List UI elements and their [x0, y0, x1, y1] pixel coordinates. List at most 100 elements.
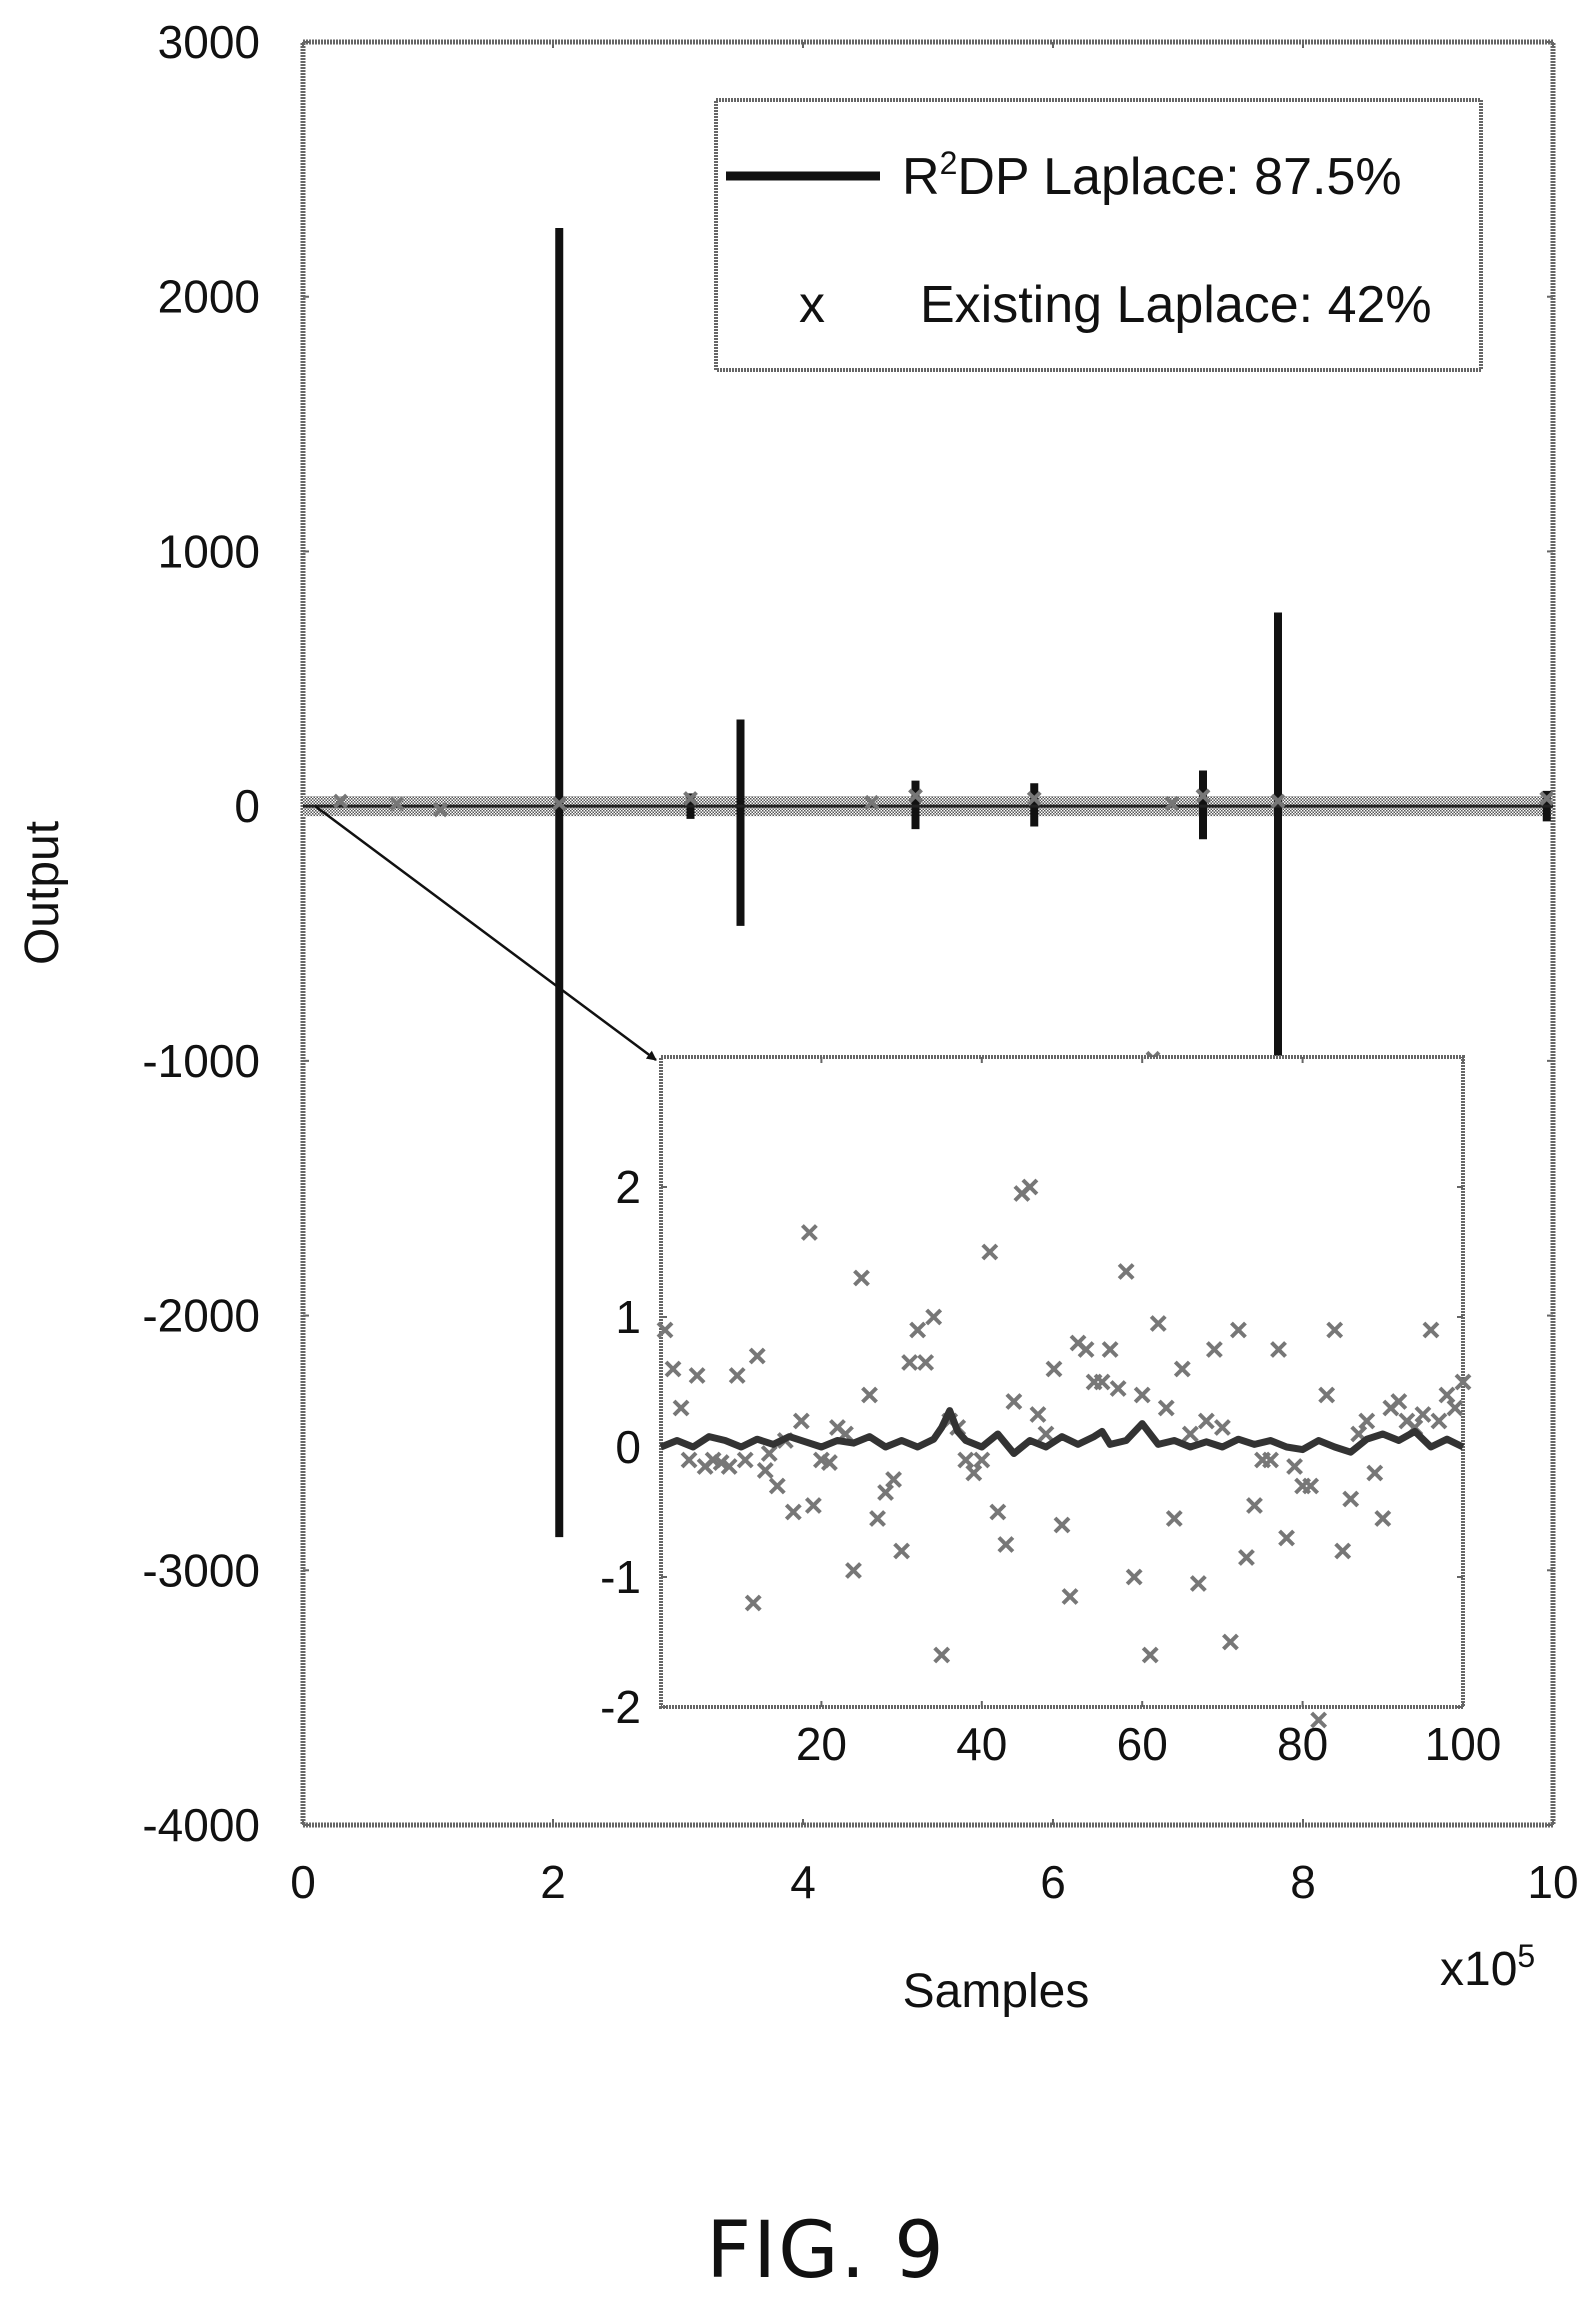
inset-existing-point [973, 1451, 991, 1469]
inset-existing-point [664, 1360, 682, 1378]
existing-point [1270, 793, 1286, 809]
inset-x-axis: 20 40 60 80 100 [796, 1057, 1501, 1770]
inset-existing-point [901, 1354, 919, 1371]
inset-existing-point [792, 1412, 810, 1430]
inset-y-tick-label: -1 [600, 1551, 641, 1603]
inset-x-tick-label: 20 [796, 1718, 847, 1770]
inset-existing-point [1318, 1386, 1336, 1404]
inset-existing-point [1302, 1477, 1320, 1495]
inset-existing-point [1446, 1399, 1464, 1417]
inset-existing-point [877, 1484, 894, 1501]
inset-y-tick-label: 2 [615, 1161, 641, 1213]
inset-existing-point [1021, 1178, 1039, 1196]
inset-existing-point [1029, 1406, 1047, 1423]
inset-existing-point [885, 1471, 902, 1488]
x-tick-label: 4 [790, 1856, 816, 1908]
inset-existing-point [869, 1510, 886, 1527]
inset-existing-point [1189, 1575, 1207, 1592]
legend-box [714, 98, 1483, 372]
x-axis-multiplier-exponent: 5 [1517, 1938, 1535, 1974]
inset-existing-point [981, 1243, 999, 1261]
existing-point [433, 802, 448, 818]
inset-existing-point [917, 1354, 935, 1371]
inset-x-tick-label: 80 [1277, 1718, 1328, 1770]
inset-existing-point [720, 1458, 738, 1475]
legend-entry-r2dp-rest: DP Laplace: 87.5% [957, 148, 1401, 206]
inset-existing-point [1286, 1458, 1303, 1475]
inset-existing-point [1149, 1315, 1167, 1332]
y-tick-label: -2000 [142, 1290, 260, 1342]
legend: R2DP Laplace: 87.5% x Existing Laplace: … [714, 98, 1483, 372]
y-tick-label: 2000 [158, 271, 260, 323]
inset-existing-point [845, 1562, 862, 1579]
x-tick-label: 2 [540, 1856, 566, 1908]
inset-existing-point [1454, 1373, 1472, 1391]
inset-existing-point [1005, 1393, 1023, 1410]
inset-existing-point [1053, 1516, 1071, 1534]
inset-existing-point [1270, 1341, 1287, 1358]
inset-existing-point [957, 1451, 975, 1469]
inset-existing-point [744, 1594, 762, 1612]
inset-existing-point [1262, 1451, 1279, 1469]
x-tick-label: 10 [1527, 1856, 1578, 1908]
inset-existing-point [784, 1503, 802, 1521]
inset-existing-point [800, 1224, 818, 1241]
inset-existing-point [1414, 1406, 1432, 1423]
inset-existing-point [1061, 1588, 1079, 1605]
inset-existing-point [861, 1386, 878, 1404]
inset-existing-point [1334, 1542, 1352, 1560]
inset-existing-point [965, 1464, 983, 1482]
y-tick-label: -3000 [142, 1544, 260, 1596]
inset-existing-point [1077, 1341, 1095, 1358]
inset-plot-background [661, 1057, 1463, 1707]
inset-existing-point [1278, 1529, 1295, 1547]
inset-existing-point [1037, 1425, 1055, 1443]
inset-existing-point [1213, 1419, 1231, 1436]
inset-existing-point [680, 1451, 698, 1469]
x-axis-multiplier: x105 [1440, 1938, 1535, 1996]
inset-existing-point [760, 1445, 778, 1462]
inset-y-tick-label: 1 [615, 1291, 641, 1343]
inset-existing-point [1165, 1510, 1183, 1527]
legend-entry-r2dp-r: R [902, 148, 940, 206]
inset-existing-point [1342, 1490, 1360, 1508]
inset-existing-point [1358, 1412, 1376, 1430]
y-tick-label: 3000 [158, 16, 260, 68]
inset-existing-point [1197, 1412, 1215, 1430]
x-tick-label: 0 [290, 1856, 316, 1908]
x-tick-label: 6 [1040, 1856, 1066, 1908]
inset-existing-point [1181, 1425, 1199, 1443]
y-tick-label: 0 [234, 780, 260, 832]
inset-existing-point [1133, 1386, 1151, 1404]
inset-existing-point [748, 1347, 766, 1365]
inset-existing-point [1093, 1373, 1111, 1391]
inset-existing-point [1109, 1380, 1127, 1397]
inset-existing-point [1230, 1321, 1247, 1339]
inset-existing-point [1422, 1321, 1440, 1339]
inset-y-tick-label: -2 [600, 1681, 641, 1733]
inset-existing-point [656, 1321, 674, 1339]
existing-point [333, 793, 348, 809]
inset-y-tick-label: 0 [615, 1421, 641, 1473]
inset-r2dp-line [659, 1407, 1465, 1457]
y-tick-label: 1000 [158, 525, 260, 577]
inset-existing-point [736, 1451, 754, 1469]
inset-existing-point [909, 1321, 927, 1339]
inset-existing-point [1326, 1321, 1344, 1339]
inset-existing-point [1101, 1341, 1119, 1358]
inset-existing-point [1222, 1633, 1239, 1651]
main-plot-frame [300, 39, 1556, 1828]
inset-existing-point [1246, 1497, 1263, 1514]
inset-plot-data [656, 1178, 1472, 1729]
inset-existing-point [1390, 1393, 1408, 1410]
inset-y-axis: 2 1 0 -1 -2 [600, 1161, 1463, 1733]
inset-existing-point [1045, 1360, 1063, 1378]
inset-existing-point [925, 1308, 943, 1326]
inset-existing-point [1310, 1711, 1328, 1729]
existing-point [1539, 791, 1555, 806]
inset-plot: 2 1 0 -1 -2 20 40 60 80 100 [600, 1055, 1501, 1770]
inset-existing-point [1117, 1263, 1135, 1280]
inset-existing-point [1125, 1568, 1143, 1586]
y-tick-label: -4000 [142, 1799, 260, 1851]
inset-existing-point [768, 1477, 786, 1495]
